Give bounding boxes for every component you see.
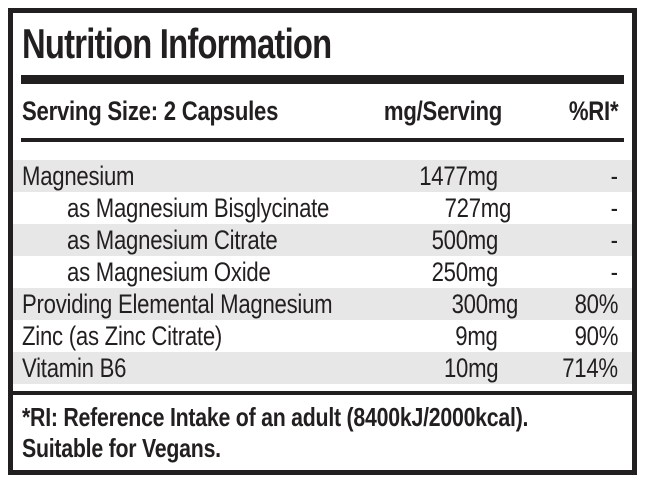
nutrient-amount: 1477mg (419, 160, 498, 191)
nutrient-ri: - (610, 224, 618, 255)
label-title: Nutrition Information (22, 20, 332, 67)
nutrient-amount: 500mg (431, 224, 499, 255)
nutrient-row: as Magnesium Citrate 500mg - (13, 224, 632, 256)
table-header-row: Serving Size: 2 Capsules mg/Serving %RI* (13, 84, 632, 138)
nutrient-amount: 10mg (443, 352, 499, 383)
nutrient-row: as Magnesium Bisglycinate 727mg - (13, 192, 632, 224)
nutrient-name: as Magnesium Bisglycinate (67, 192, 330, 223)
header-gap (13, 142, 632, 160)
nutrient-ri: 80% (574, 288, 618, 319)
footnote-line-1: *RI: Reference Intake of an adult (8400k… (22, 402, 529, 432)
nutrient-amount: 727mg (444, 192, 512, 223)
nutrient-ri: - (610, 192, 618, 223)
footnote-divider (13, 391, 632, 395)
thick-divider-bar (21, 75, 624, 84)
nutrient-amount: 9mg (455, 320, 499, 351)
nutrient-row: Providing Elemental Magnesium 300mg 80% (13, 288, 632, 320)
table-gap (13, 384, 632, 391)
nutrient-row: Vitamin B6 10mg 714% (13, 352, 632, 384)
nutrient-row: Magnesium 1477mg - (13, 160, 632, 192)
nutrient-name: as Magnesium Citrate (67, 224, 278, 255)
nutrient-ri: - (610, 256, 618, 287)
label-title-area: Nutrition Information (13, 13, 632, 75)
nutrient-name: as Magnesium Oxide (67, 256, 271, 287)
nutrient-name: Magnesium (22, 160, 135, 191)
nutrient-table: Magnesium 1477mg - as Magnesium Bisglyci… (13, 160, 632, 384)
serving-size-header: Serving Size: 2 Capsules (22, 95, 279, 126)
nutrient-ri: 90% (574, 320, 618, 351)
nutrient-ri: - (610, 160, 618, 191)
nutrient-row: as Magnesium Oxide 250mg - (13, 256, 632, 288)
amount-column-header: mg/Serving (383, 95, 503, 126)
footnote-line-2: Suitable for Vegans. (22, 433, 221, 463)
nutrient-ri: 714% (562, 352, 618, 383)
nutrient-row: Zinc (as Zinc Citrate) 9mg 90% (13, 320, 632, 352)
header-underline (21, 138, 624, 142)
nutrient-name: Zinc (as Zinc Citrate) (22, 320, 223, 351)
nutrient-name: Providing Elemental Magnesium (22, 288, 333, 319)
nutrient-name: Vitamin B6 (22, 352, 127, 383)
nutrient-amount: 250mg (431, 256, 499, 287)
nutrition-label: Nutrition Information Serving Size: 2 Ca… (8, 8, 637, 475)
nutrient-amount: 300mg (451, 288, 518, 319)
footnote: *RI: Reference Intake of an adult (8400k… (13, 395, 632, 470)
ri-column-header: %RI* (568, 95, 619, 126)
